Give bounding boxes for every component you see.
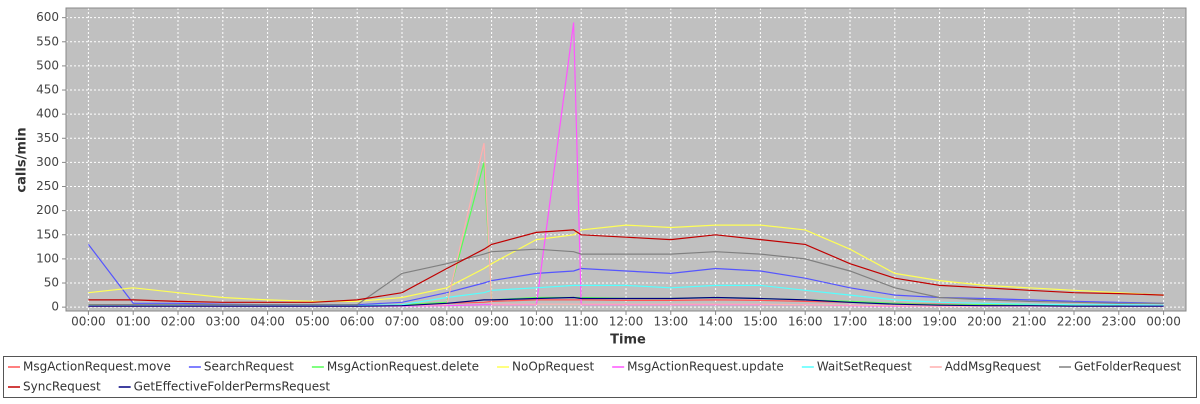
y-tick-label: 550 bbox=[36, 34, 59, 48]
y-tick-label: 350 bbox=[36, 131, 59, 145]
plot-border bbox=[65, 7, 1187, 312]
legend-label: MsgActionRequest.move bbox=[23, 360, 171, 374]
y-tick-label: 450 bbox=[36, 83, 59, 97]
series-line bbox=[88, 229, 1164, 303]
y-tick-label: 400 bbox=[36, 107, 59, 121]
x-tick-label: 20:00 bbox=[967, 315, 1002, 329]
x-tick-label: 08:00 bbox=[430, 315, 465, 329]
legend-label: SearchRequest bbox=[204, 360, 294, 374]
x-tick-label: 00:00 bbox=[71, 315, 106, 329]
x-tick-label: 16:00 bbox=[788, 315, 823, 329]
y-axis-title: calls/min bbox=[15, 127, 30, 192]
x-tick-label: 11:00 bbox=[564, 315, 599, 329]
x-tick-label: 02:00 bbox=[161, 315, 196, 329]
x-tick-label: 05:00 bbox=[295, 315, 330, 329]
legend-label: SyncRequest bbox=[23, 380, 101, 394]
legend-label: WaitSetRequest bbox=[817, 360, 912, 374]
x-tick-label: 15:00 bbox=[743, 315, 778, 329]
x-tick-label: 19:00 bbox=[922, 315, 957, 329]
y-tick-label: 500 bbox=[36, 58, 59, 72]
x-tick-label: 21:00 bbox=[1012, 315, 1047, 329]
y-tick-label: 300 bbox=[36, 155, 59, 169]
x-tick-label: 14:00 bbox=[698, 315, 733, 329]
y-tick-label: 200 bbox=[36, 203, 59, 217]
y-tick-label: 100 bbox=[36, 251, 59, 265]
x-tick-label: 03:00 bbox=[206, 315, 241, 329]
legend-label: AddMsgRequest bbox=[945, 360, 1041, 374]
x-tick-label: 04:00 bbox=[250, 315, 285, 329]
y-tick-label: 0 bbox=[51, 300, 59, 314]
x-tick-label: 09:00 bbox=[474, 315, 509, 329]
series-line bbox=[88, 296, 1164, 307]
y-tick-label: 250 bbox=[36, 179, 59, 193]
y-tick-label: 600 bbox=[36, 10, 59, 24]
x-axis-title: Time bbox=[610, 333, 646, 348]
y-tick-label: 50 bbox=[44, 276, 59, 290]
legend-label: MsgActionRequest.update bbox=[627, 360, 784, 374]
legend-box bbox=[3, 356, 1197, 398]
series-line bbox=[88, 224, 1164, 302]
x-tick-label: 00:00 bbox=[1146, 315, 1181, 329]
x-tick-label: 07:00 bbox=[385, 315, 420, 329]
x-tick-label: 10:00 bbox=[519, 315, 554, 329]
x-tick-label: 12:00 bbox=[609, 315, 644, 329]
x-tick-label: 18:00 bbox=[878, 315, 913, 329]
x-tick-label: 17:00 bbox=[833, 315, 868, 329]
series-line bbox=[88, 248, 1164, 306]
legend-label: GetFolderRequest bbox=[1074, 360, 1182, 374]
x-tick-label: 22:00 bbox=[1057, 315, 1092, 329]
legend-label: GetEffectiveFolderPermsRequest bbox=[134, 380, 331, 394]
x-tick-label: 13:00 bbox=[654, 315, 689, 329]
x-tick-label: 01:00 bbox=[116, 315, 151, 329]
legend-label: NoOpRequest bbox=[512, 360, 594, 374]
x-tick-label: 23:00 bbox=[1102, 315, 1137, 329]
y-tick-label: 150 bbox=[36, 227, 59, 241]
x-tick-label: 06:00 bbox=[340, 315, 375, 329]
legend-label: MsgActionRequest.delete bbox=[327, 360, 479, 374]
